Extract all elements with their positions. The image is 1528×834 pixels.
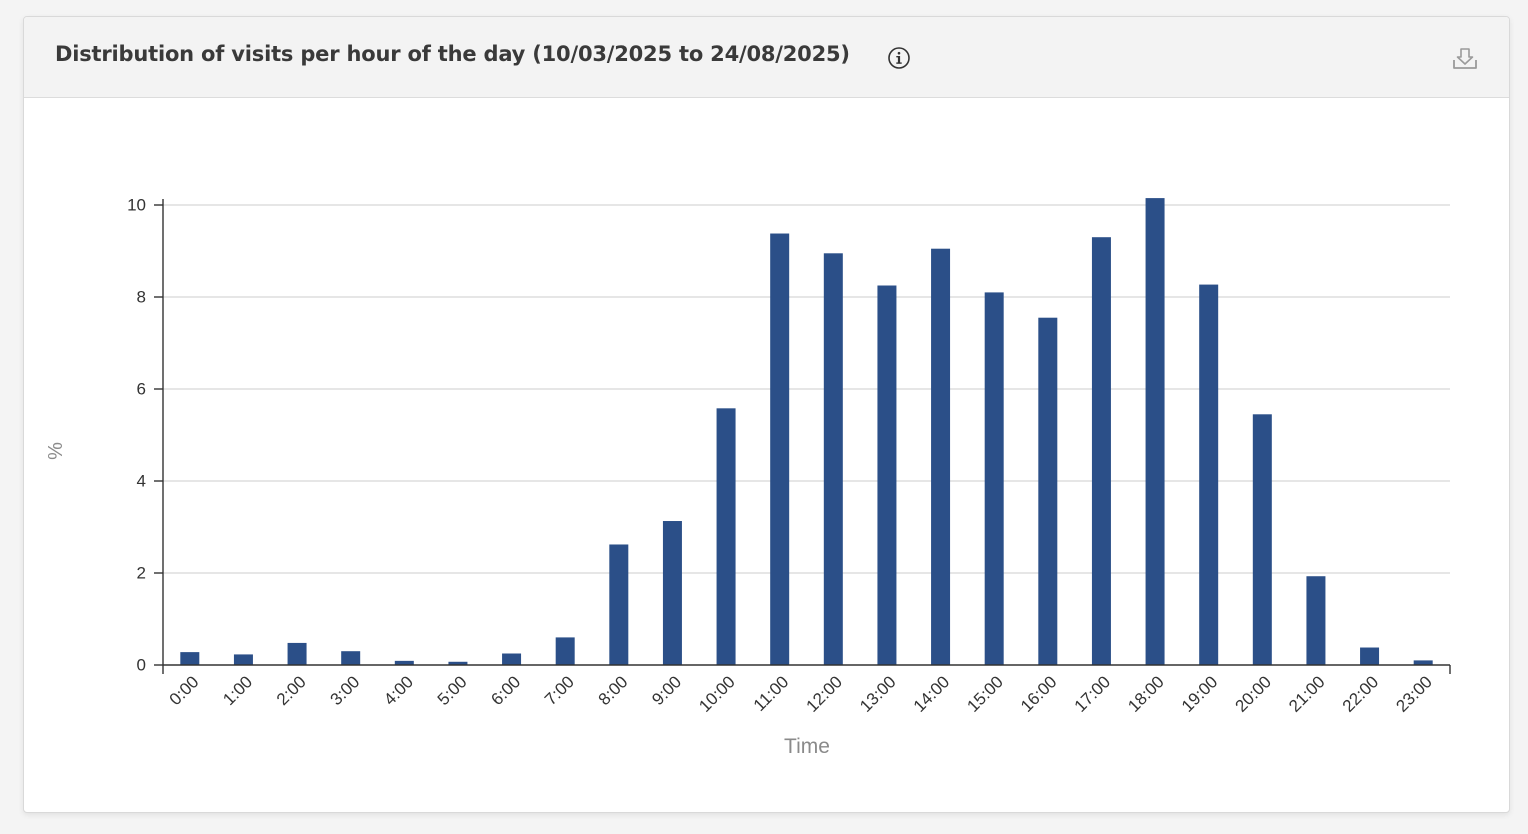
x-tick-label: 23:00 bbox=[1392, 672, 1436, 716]
x-axis-label: Time bbox=[784, 735, 830, 758]
chart-title: Distribution of visits per hour of the d… bbox=[55, 42, 850, 66]
y-tick-label: 6 bbox=[137, 380, 146, 399]
bar-17-00[interactable] bbox=[1091, 237, 1111, 665]
bar-8-00[interactable] bbox=[609, 544, 629, 665]
bar-19-00[interactable] bbox=[1199, 284, 1219, 665]
y-tick-label: 2 bbox=[137, 564, 146, 583]
bar-11-00[interactable] bbox=[770, 233, 790, 665]
bar-2-00[interactable] bbox=[287, 642, 307, 665]
x-tick-label: 12:00 bbox=[803, 672, 847, 716]
y-tick-label: 8 bbox=[137, 288, 146, 307]
bar-18-00[interactable] bbox=[1145, 198, 1165, 665]
card-header: Distribution of visits per hour of the d… bbox=[24, 17, 1509, 98]
y-tick-label: 0 bbox=[137, 656, 146, 675]
x-tick-label: 0:00 bbox=[166, 672, 203, 709]
x-tick-label: 1:00 bbox=[219, 672, 256, 709]
x-tick-label: 4:00 bbox=[380, 672, 417, 709]
bar-1-00[interactable] bbox=[233, 654, 253, 665]
bar-20-00[interactable] bbox=[1252, 414, 1272, 665]
x-tick-label: 2:00 bbox=[273, 672, 310, 709]
x-tick-label: 3:00 bbox=[327, 672, 364, 709]
x-tick-label: 20:00 bbox=[1232, 672, 1276, 716]
bar-13-00[interactable] bbox=[877, 285, 897, 666]
bar-22-00[interactable] bbox=[1360, 647, 1380, 665]
bar-3-00[interactable] bbox=[341, 651, 361, 665]
x-tick-label: 13:00 bbox=[856, 672, 900, 716]
x-tick-label: 18:00 bbox=[1124, 672, 1168, 716]
x-tick-label: 6:00 bbox=[487, 672, 524, 709]
x-tick-label: 11:00 bbox=[750, 672, 793, 715]
x-tick-label: 21:00 bbox=[1285, 672, 1329, 716]
bar-14-00[interactable] bbox=[931, 248, 951, 665]
bar-15-00[interactable] bbox=[984, 292, 1004, 665]
bar-9-00[interactable] bbox=[662, 521, 682, 665]
x-tick-label: 9:00 bbox=[648, 672, 685, 709]
x-tick-label: 22:00 bbox=[1339, 672, 1383, 716]
download-icon[interactable] bbox=[1451, 43, 1479, 71]
y-tick-label: 4 bbox=[137, 472, 146, 491]
x-tick-label: 14:00 bbox=[910, 672, 954, 716]
bar-4-00[interactable] bbox=[394, 660, 414, 665]
bars bbox=[180, 198, 1433, 666]
bar-5-00[interactable] bbox=[448, 661, 468, 665]
x-tick-label: 10:00 bbox=[695, 672, 739, 716]
x-tick-label: 15:00 bbox=[963, 672, 1007, 716]
x-tick-label: 16:00 bbox=[1017, 672, 1061, 716]
x-tick-label: 5:00 bbox=[434, 672, 471, 709]
bar-10-00[interactable] bbox=[716, 408, 736, 665]
bar-6-00[interactable] bbox=[502, 653, 522, 666]
bar-21-00[interactable] bbox=[1306, 576, 1326, 665]
info-circle-icon[interactable] bbox=[887, 46, 911, 70]
y-tick-label: 10 bbox=[127, 196, 146, 215]
bar-16-00[interactable] bbox=[1038, 317, 1058, 665]
x-tick-label: 8:00 bbox=[595, 672, 632, 709]
bar-23-00[interactable] bbox=[1413, 660, 1433, 665]
y-axis-label: % bbox=[45, 442, 67, 460]
bar-0-00[interactable] bbox=[180, 652, 200, 665]
x-tick-label: 17:00 bbox=[1071, 672, 1115, 716]
x-tick-label: 7:00 bbox=[541, 672, 578, 709]
grid-lines bbox=[163, 204, 1450, 574]
x-tick-label: 19:00 bbox=[1178, 672, 1222, 716]
bar-7-00[interactable] bbox=[555, 637, 575, 665]
bar-12-00[interactable] bbox=[823, 253, 843, 666]
